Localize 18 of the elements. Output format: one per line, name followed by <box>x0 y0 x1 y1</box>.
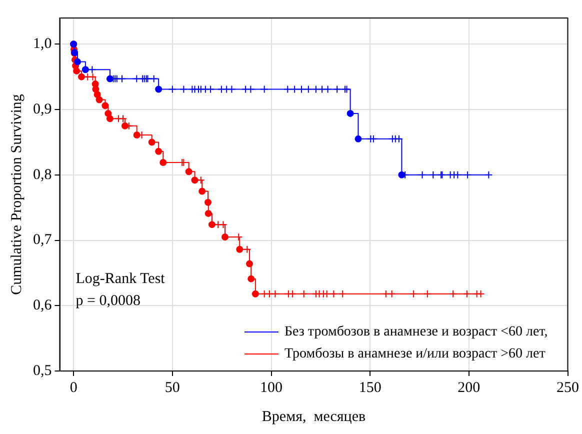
annotation: p = 0,0008 <box>76 293 140 309</box>
x-tick-label: 250 <box>556 380 579 396</box>
legend-label: Без тромбозов в анамнезе и возраст <60 лет, <box>284 324 548 340</box>
x-tick-label: 0 <box>70 380 78 396</box>
x-tick-label: 100 <box>260 380 282 396</box>
x-axis-title: Время, месяцев <box>262 408 366 425</box>
x-tick-label: 50 <box>164 380 180 396</box>
y-tick-label: 1,0 <box>33 36 52 52</box>
y-tick-label: 0,5 <box>33 362 52 379</box>
y-tick-label: 0,9 <box>33 101 52 118</box>
y-tick-label: 0,7 <box>33 232 52 248</box>
y-tick-label: 0,6 <box>33 298 52 314</box>
y-tick-label: 0,8 <box>33 166 52 183</box>
annotation: Log-Rank Test <box>76 271 166 287</box>
legend-label: Тромбозы в анамнезе и/или возраст >60 лет <box>284 346 546 362</box>
y-axis-title: Cumulative Proportion Surviving <box>8 94 25 295</box>
x-tick-label: 200 <box>458 380 480 396</box>
x-tick-label: 150 <box>358 380 382 396</box>
